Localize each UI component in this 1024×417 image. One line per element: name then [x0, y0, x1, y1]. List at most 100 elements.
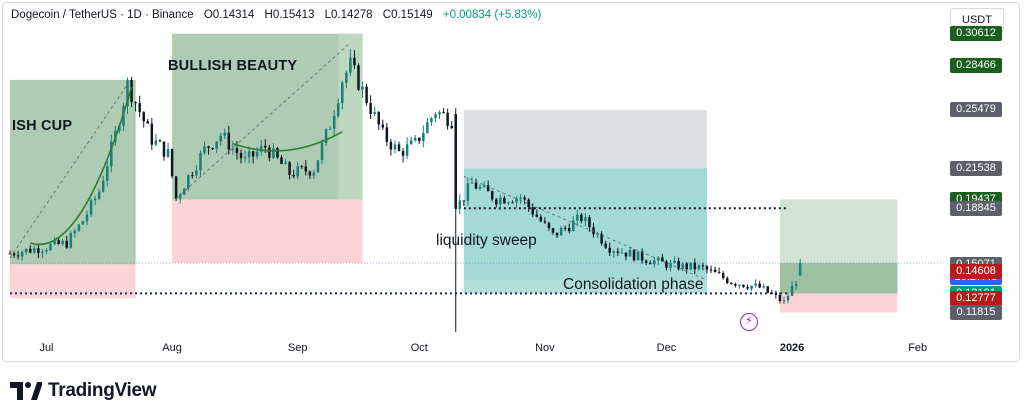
- candle-body: [632, 250, 636, 261]
- candle-body: [555, 232, 559, 236]
- candle-body: [422, 133, 425, 142]
- candle-body: [576, 214, 579, 221]
- candle-body: [16, 255, 20, 257]
- price-tag-value: 0.25479: [956, 103, 996, 116]
- candle-body: [178, 194, 182, 199]
- high-value: H0.15413: [264, 9, 315, 21]
- candle-body: [559, 227, 563, 236]
- price-tag-value: 0.18845: [956, 201, 996, 214]
- candle-body: [551, 228, 555, 233]
- candle-body: [365, 86, 368, 104]
- candle-body: [227, 132, 231, 150]
- candle-body: [458, 200, 462, 209]
- close-value: C0.15149: [382, 9, 433, 21]
- zone-breakout-green: [779, 263, 898, 294]
- candle-body: [41, 251, 44, 254]
- candle-body: [308, 171, 312, 176]
- trend-guide-2: [175, 42, 351, 199]
- candle-body: [235, 148, 239, 154]
- symbol-header: Dogecoin / TetherUS · 1D · Binance O0.14…: [11, 9, 548, 21]
- candle-body: [45, 250, 48, 252]
- candle-body: [754, 283, 757, 286]
- candle-body: [300, 166, 304, 168]
- candle-body: [786, 295, 790, 301]
- candle-body: [110, 141, 113, 167]
- candle-body: [328, 128, 332, 130]
- candle-body: [669, 262, 672, 268]
- low-value: L0.14278: [324, 9, 373, 21]
- candle-body: [673, 260, 676, 263]
- candle-body: [101, 180, 105, 192]
- candle-body: [661, 257, 664, 262]
- candle-body: [397, 144, 401, 151]
- candle-body: [750, 285, 753, 289]
- candle-body: [535, 214, 539, 217]
- price-tag-value: 0.11815: [956, 305, 996, 318]
- candle-body: [170, 149, 174, 177]
- candle-body: [624, 252, 628, 257]
- symbol-label[interactable]: Dogecoin / TetherUS · 1D · Binance: [11, 9, 194, 21]
- candle-body: [794, 283, 798, 286]
- zone-liq-gray: [463, 109, 707, 169]
- candle-body: [405, 144, 409, 156]
- candle-body: [296, 166, 299, 177]
- candle-body: [85, 214, 89, 222]
- consolidation-annotation: Consolidation phase: [563, 276, 704, 293]
- candle-body: [162, 141, 166, 157]
- candle-body: [758, 283, 761, 288]
- candle-body: [105, 166, 109, 181]
- candle-body: [187, 175, 190, 189]
- candle-body: [426, 122, 429, 134]
- candle-body: [725, 278, 729, 283]
- candle-body: [588, 217, 591, 228]
- tradingview-logo[interactable]: TradingView: [10, 376, 157, 406]
- candle-body: [57, 239, 60, 244]
- candle-body: [430, 118, 433, 123]
- candle-body: [276, 148, 279, 158]
- lightning-icon[interactable]: ⚡: [740, 313, 758, 331]
- x-tick-label: Dec: [656, 342, 677, 354]
- candle-body: [434, 114, 437, 119]
- candle-body: [89, 200, 93, 215]
- candle-body: [320, 142, 324, 161]
- candle-body: [304, 166, 308, 172]
- candle-body: [272, 148, 275, 158]
- candle-body: [8, 253, 12, 255]
- candle-body: [345, 72, 348, 83]
- candle-body: [539, 216, 543, 222]
- candle-body: [705, 266, 709, 270]
- candle-body: [401, 150, 405, 156]
- candle-body: [653, 260, 656, 265]
- candle-body: [608, 247, 611, 253]
- candle-body: [734, 283, 737, 286]
- candle-body: [182, 188, 186, 195]
- candle-body: [284, 162, 287, 165]
- candle-body: [495, 199, 498, 205]
- candle-body: [600, 233, 603, 244]
- candle-body: [543, 221, 547, 223]
- candle-body: [142, 112, 145, 122]
- candle-body: [174, 176, 178, 199]
- open-value: O0.14314: [203, 9, 255, 21]
- candle-body: [264, 145, 267, 148]
- candle-body: [774, 293, 778, 295]
- candle-body: [507, 202, 510, 204]
- candle-body: [470, 182, 474, 184]
- candle-body: [454, 114, 457, 209]
- x-tick-label: Feb: [908, 342, 928, 354]
- candle-body: [207, 146, 210, 149]
- candle-body: [628, 250, 632, 257]
- candle-body: [689, 262, 693, 270]
- candle-body: [381, 124, 385, 128]
- candle-body: [713, 269, 717, 273]
- candle-body: [742, 284, 745, 288]
- candle-body: [361, 86, 364, 90]
- candle-body: [466, 183, 470, 201]
- candle-body: [693, 262, 697, 270]
- candle-body: [592, 227, 595, 235]
- candle-body: [717, 272, 721, 274]
- candle-body: [762, 286, 765, 288]
- tradingview-logo-icon: [10, 382, 42, 400]
- candle-body: [531, 207, 534, 215]
